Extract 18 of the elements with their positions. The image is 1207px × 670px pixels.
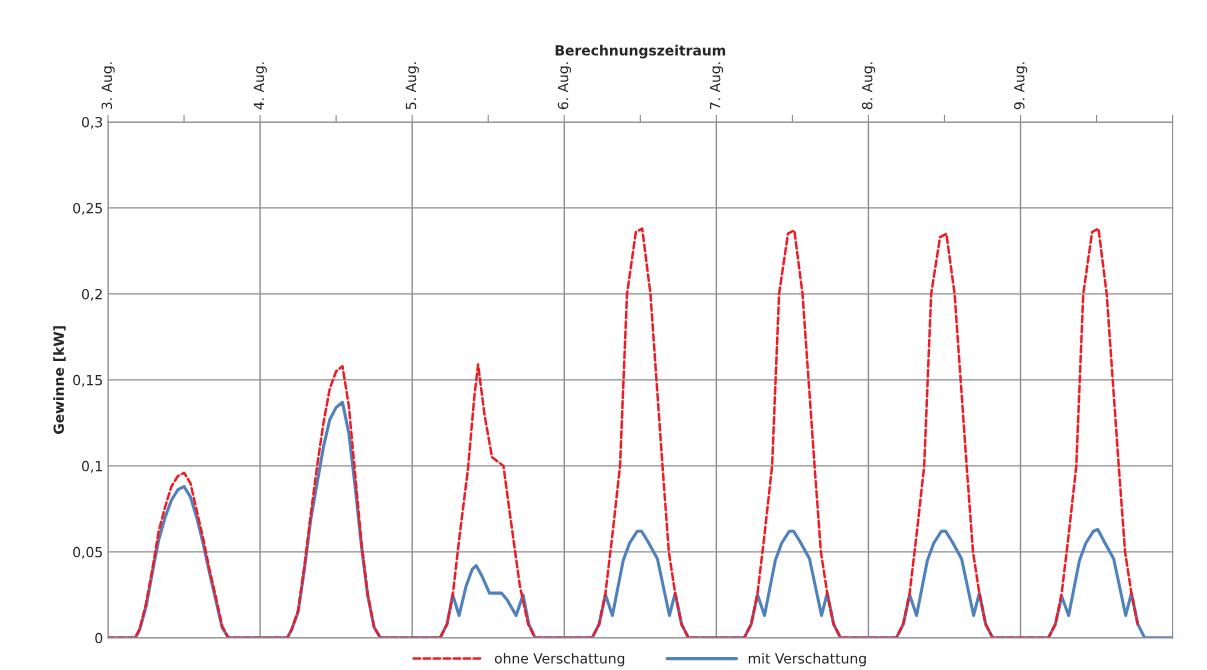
y-tick-label: 0,05 (73, 546, 102, 559)
x-tick-label: 7. Aug. (710, 62, 724, 109)
y-tick-label: 0,25 (73, 202, 102, 215)
x-tick-label: 4. Aug. (253, 62, 267, 110)
x-tick-label: 3. Aug. (101, 62, 115, 110)
x-tick-label: 8. Aug. (861, 62, 876, 110)
x-tick-label: 5. Aug. (405, 62, 419, 110)
y-tick-label: 0,15 (73, 374, 102, 387)
series-label: ohne Verschattung (494, 652, 625, 667)
legend-label: mit Verschattung (748, 652, 866, 667)
x-tick-label: 6. Aug. (557, 62, 571, 110)
y-tick-label: 0,2 (81, 288, 102, 301)
y-axis-title: Gewinne [kW] (53, 326, 66, 435)
x-axis-title: Berechnungszeitraum (555, 44, 726, 59)
y-tick-label: 0,1 (81, 460, 102, 473)
x-tick-label: 9. Aug. (1014, 62, 1028, 110)
y-tick-label: 0 (95, 632, 103, 644)
y-tick-label: 0,3 (81, 116, 103, 129)
